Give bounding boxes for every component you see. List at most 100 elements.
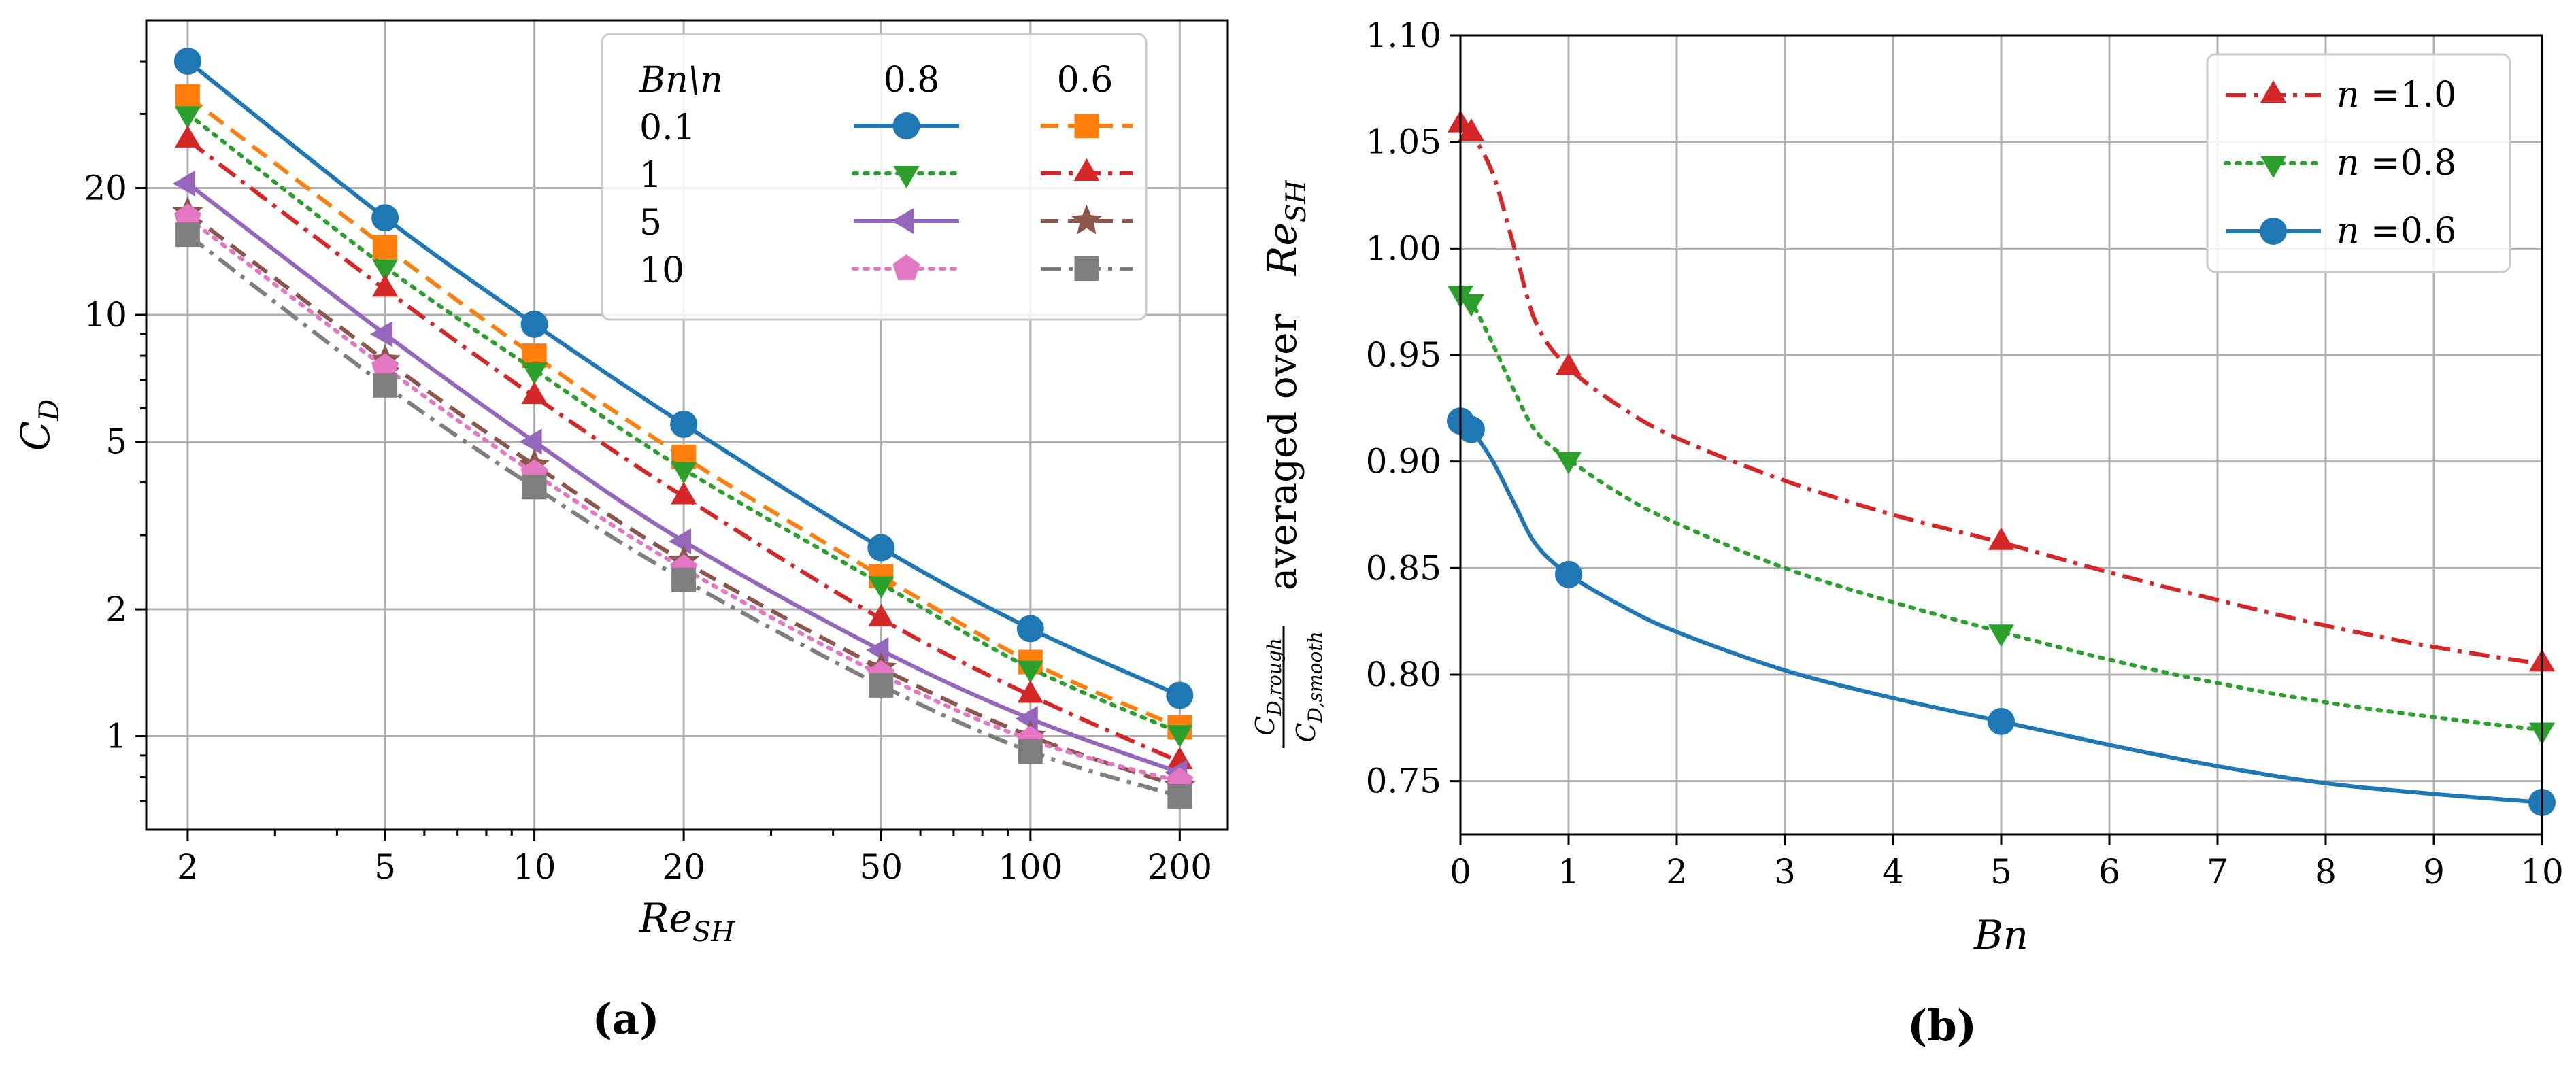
panel-b-x-axis-title: Bn	[1973, 912, 2028, 958]
panel-a-series-bn-0-1-n-0-6-marker	[175, 84, 200, 109]
panel-a-series-bn-1-n-0-6-marker	[521, 381, 548, 405]
panel-a-x-tick-label: 2	[177, 847, 199, 887]
panel-a-legend-row-bn-10: 10	[639, 250, 684, 291]
panel-b-x-tick-label: 9	[2423, 852, 2445, 892]
panel-b-y-tick-label: 0.95	[1366, 335, 1441, 375]
panel-b-legend-label-n-0-8: n =0.8	[2337, 143, 2456, 184]
panel-a-legend: Bn\n 0.8 0.6 0.1 1 5 10	[601, 33, 1148, 321]
panel-a-y-tick-label: 1	[105, 717, 127, 756]
panel-a-label: (a)	[592, 994, 660, 1044]
panel-b-y-title-denominator: CD,smooth	[1291, 631, 1326, 742]
panel-b-series-n-1-0-marker	[1555, 352, 1582, 375]
panel-a-y-tick-label: 20	[84, 169, 127, 208]
panel-b-y-tick-label: 1.10	[1366, 16, 1441, 55]
panel-a-legend-handle-bn-10-n-0-8-marker	[892, 254, 920, 280]
panel-b-x-tick-label: 0	[1450, 852, 1471, 892]
panel-b-x-tick-label: 8	[2315, 852, 2337, 892]
panel-b-series-n-1-0-marker	[1988, 527, 2015, 550]
panel-a-legend-box	[601, 33, 1148, 321]
panel-b-legend-handles	[2224, 80, 2323, 245]
panel-a-series-bn-5-n-0-8-marker	[669, 528, 692, 555]
panel-a-legend-handles	[852, 112, 1133, 281]
panel-a-series-bn-1-n-0-6-marker	[868, 603, 894, 626]
panel-a-y-axis-title: CD	[12, 399, 65, 451]
panel-a-legend-handle-bn-1-n-0-6-marker	[1073, 158, 1100, 181]
panel-b-x-tick-label: 10	[2520, 852, 2564, 892]
panel-a-legend-handle-bn-1-n-0-8-marker	[893, 166, 920, 188]
panel-b-series-n-0-6-marker	[1988, 707, 2015, 735]
panel-a-series-bn-10-n-0-6-marker	[1018, 739, 1043, 764]
panel-b-y-tick-label: 1.00	[1366, 228, 1441, 268]
panel-a-series-bn-1-n-0-8-marker	[174, 106, 201, 129]
panel-a-legend-row-bn-1: 1	[639, 155, 662, 196]
panel-a-series-bn-0-1-n-0-8-marker	[867, 534, 895, 562]
panel-a-x-tick-label: 50	[859, 847, 903, 887]
panel-b-y-tick-label: 1.05	[1366, 122, 1441, 162]
panel-b-legend-handle-n-1-0-marker	[2260, 80, 2287, 103]
panel-b-x-tick-label: 3	[1774, 852, 1796, 892]
panel-a-series-bn-5-n-0-8-marker	[172, 170, 195, 197]
panel-a-legend-row-bn-5: 5	[639, 203, 662, 243]
panel-a-legend-col-0-6: 0.6	[1057, 60, 1114, 101]
panel-b-y-tick-label: 0.90	[1366, 442, 1441, 481]
panel-a-series-bn-0-1-n-0-8-marker	[173, 48, 201, 75]
panel-a-x-tick-label: 20	[662, 847, 705, 887]
panel-b-y-title-numerator: CD,rough	[1250, 638, 1286, 736]
panel-a-series-bn-1-n-0-8-marker	[1017, 660, 1043, 683]
panel-b-series-n-0-6-marker	[1555, 560, 1582, 588]
panel-b-legend-label-n-0-6: n =0.6	[2337, 211, 2456, 252]
panel-a-series-bn-10-n-0-6-marker	[671, 567, 697, 592]
panel-a-x-tick-label: 5	[374, 847, 396, 887]
panel-a-series-bn-5-n-0-8-marker	[519, 428, 542, 455]
panel-b-legend-box	[2206, 53, 2511, 273]
panel-a-series	[172, 48, 1196, 809]
panel-b-y-axis-title: CD,rough CD,smooth averaged over ReSH	[1250, 180, 1326, 748]
panel-b-y-title-averaged-over: averaged over	[1261, 314, 1305, 590]
panel-b-series	[1447, 109, 2556, 816]
panel-a-chart: 2 5 10 20 50 100 200 1 2 5 10 20 ReSH CD Bn\n 0.8 0…	[12, 19, 1229, 1044]
panel-b-legend-label-n-1-0: n =1.0	[2337, 75, 2456, 116]
panel-b-frame	[1459, 34, 2543, 836]
panel-a-series-bn-1-n-0-6-marker	[174, 124, 201, 148]
panel-a-series-bn-1-n-0-8-marker	[521, 362, 548, 385]
panel-a-series-bn-5-n-0-8-marker	[370, 321, 393, 347]
panel-b-x-tick-label: 6	[2098, 852, 2120, 892]
panel-b-x-tick-label: 7	[2207, 852, 2228, 892]
panel-b-x-tick-label: 4	[1882, 852, 1904, 892]
panel-b-x-tick-label: 1	[1558, 852, 1579, 892]
panel-a-series-bn-0-1-n-0-8-marker	[520, 310, 548, 338]
panel-a-series-bn-1-n-0-8-marker	[868, 576, 894, 599]
panel-b-y-tick-label: 0.75	[1366, 762, 1441, 801]
panel-a-series-bn-0-1-n-0-8-marker	[1016, 615, 1044, 643]
panel-a-series-bn-1-n-0-8-marker	[671, 462, 697, 485]
panel-a-series-bn-1-n-0-6-marker	[671, 481, 697, 505]
panel-b-y-tick-label: 0.80	[1366, 655, 1441, 694]
panel-a-series-bn-1-n-0-8-marker	[1167, 725, 1193, 748]
panel-a-ticks: 2 5 10 20 50 100 200 1 2 5 10 20	[84, 60, 1212, 887]
panel-b-series-n-0-6-line	[1459, 419, 2543, 804]
panel-a-y-tick-label: 5	[105, 422, 127, 462]
panel-a-legend-col-0-8: 0.8	[884, 60, 940, 101]
panel-b-series-n-0-8-line	[1458, 291, 2544, 732]
panel-a-legend-handle-bn-10-n-0-6-marker	[1074, 256, 1099, 281]
panel-a-legend-handle-bn-0-1-n-0-6-marker	[1074, 114, 1099, 138]
panel-b-series-n-0-8-marker	[1988, 624, 2015, 647]
panel-b-legend-handle-n-0-6-marker	[2260, 218, 2287, 245]
panel-a-y-tick-label: 2	[105, 590, 127, 629]
panel-a-series-bn-10-n-0-8-marker	[371, 353, 399, 379]
panel-b-x-tick-label: 5	[1990, 852, 2012, 892]
panel-a-x-tick-label: 100	[998, 847, 1063, 887]
panel-b-label: (b)	[1907, 1001, 1977, 1051]
panel-a-series-bn-10-n-0-6-marker	[869, 673, 894, 698]
panel-a-series-bn-10-n-0-6-marker	[175, 222, 200, 248]
panel-b-series-n-1-0-line	[1459, 122, 2543, 666]
panel-a-series-bn-10-n-0-6-marker	[373, 373, 398, 398]
panel-b-series-n-0-8-marker	[1555, 452, 1582, 475]
panel-b-x-tick-label: 2	[1666, 852, 1688, 892]
panel-b-series-n-1-0-marker	[1458, 118, 1484, 141]
panel-b-chart: 0 1 2 3 4 5 6 7 8 9 10 0.75 0.80 0.85 0.90 0.95 1.00 1.05…	[1250, 16, 2564, 1051]
panel-b-y-tick-label: 0.85	[1366, 548, 1441, 588]
panel-a-frame	[145, 19, 1229, 831]
